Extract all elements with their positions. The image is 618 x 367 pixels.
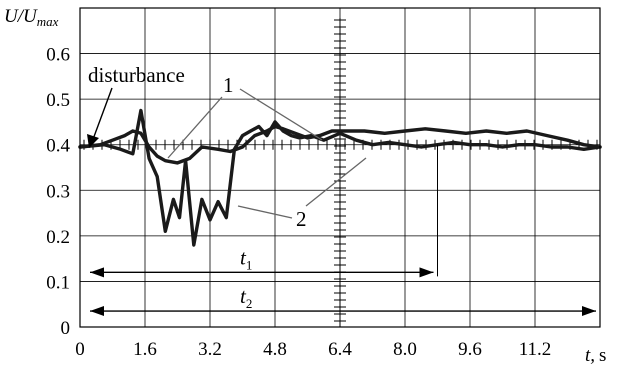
t1-label-main: t [240,245,247,269]
t1-dimension-arrow-right [419,267,434,278]
y-axis-label-sub: max [37,14,59,29]
x-tick-label: 9.6 [458,339,482,360]
curve-label-1: 1 [223,73,234,97]
x-axis-label-unit: s [599,345,606,366]
y-tick-label: 0.5 [46,90,70,111]
series-group [78,108,602,247]
x-tick-label: 1.6 [133,339,157,360]
x-tick-label: 4.8 [263,339,287,360]
t2-label-sub: 2 [246,296,253,311]
y-axis-label-main: U/U [4,6,38,27]
leader-1b [239,88,323,141]
t2-dimension-arrow-left [90,306,104,317]
y-tick-label: 0 [61,318,71,339]
y-tick-label: 0.3 [46,181,70,202]
t1-label: t1 [240,245,252,272]
x-tick-label: 8.0 [393,339,417,360]
plot-frame [79,7,601,328]
t1-dimension-arrow-left [90,267,104,278]
y-tick-label: 0.6 [46,45,70,66]
y-tick-label: 0.1 [46,272,70,293]
series-line-lower [78,108,602,247]
disturbance-arrow-line [91,87,113,143]
disturbance-label: disturbance [88,63,185,87]
curve-label-2: 2 [296,207,307,231]
x-tick-label: 0 [75,339,85,360]
t2-label-main: t [240,284,247,308]
x-axis-label: t, s [585,345,606,366]
x-tick-label: 6.4 [328,339,352,360]
y-tick-label: 0.4 [46,136,70,157]
leader-2a [237,205,293,219]
x-tick-label: 11.2 [519,339,552,360]
t1-label-sub: 1 [246,257,253,272]
x-axis-label-var: t, [585,345,595,366]
t2-label: t2 [240,284,252,311]
y-tick-label: 0.2 [46,227,70,248]
tick-labels: 0 1.6 3.2 4.8 6.4 8.0 9.6 11.2 0 0.1 0.2 0.3 0.4 0.5 0… [46,45,551,360]
leader-1a [167,96,223,159]
y-axis-label: U/Umax [4,6,59,29]
disturbance-arrowhead [87,134,99,148]
vertical-marker [83,18,598,327]
x-tick-label: 3.2 [198,339,222,360]
leader-2b [305,157,367,207]
t2-dimension-arrow-right [582,306,596,317]
